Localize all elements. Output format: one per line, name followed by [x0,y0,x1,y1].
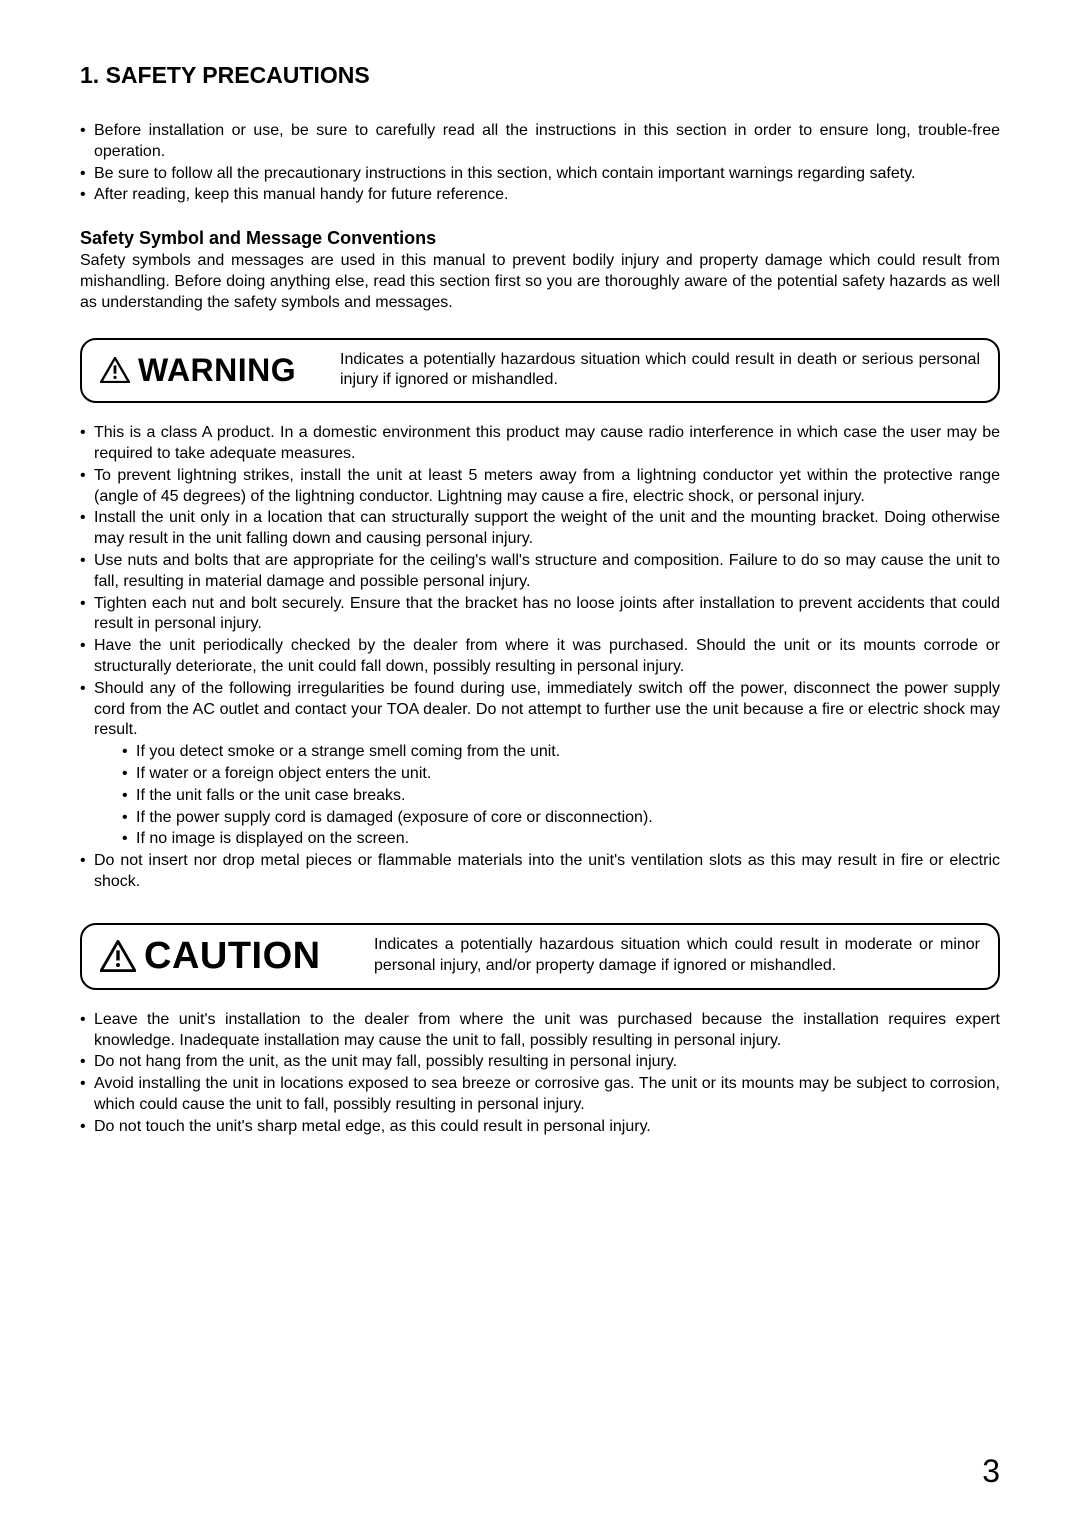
warning-description: Indicates a potentially hazardous situat… [340,350,980,392]
list-item: Do not insert nor drop metal pieces or f… [80,851,1000,893]
list-item: Leave the unit's installation to the dea… [80,1010,1000,1052]
list-item: Do not touch the unit's sharp metal edge… [80,1117,1000,1138]
warning-bullet-list: This is a class A product. In a domestic… [80,423,1000,741]
caution-title: CAUTION [144,935,321,978]
caution-icon [100,940,136,972]
list-item: Do not hang from the unit, as the unit m… [80,1052,1000,1073]
warning-icon [100,357,130,383]
warning-nested-list: If you detect smoke or a strange smell c… [122,742,1000,850]
subsection-paragraph: Safety symbols and messages are used in … [80,251,1000,313]
subsection-heading: Safety Symbol and Message Conventions [80,228,1000,249]
list-item: Install the unit only in a location that… [80,508,1000,550]
list-item: If no image is displayed on the screen. [122,829,1000,850]
list-item: Have the unit periodically checked by th… [80,636,1000,678]
caution-label-group: CAUTION [100,935,356,978]
list-item: Before installation or use, be sure to c… [80,121,1000,163]
caution-bullet-list: Leave the unit's installation to the dea… [80,1010,1000,1138]
intro-bullet-list: Before installation or use, be sure to c… [80,121,1000,206]
list-item: Be sure to follow all the precautionary … [80,164,1000,185]
list-item: This is a class A product. In a domestic… [80,423,1000,465]
list-item: Avoid installing the unit in locations e… [80,1074,1000,1116]
list-item: If you detect smoke or a strange smell c… [122,742,1000,763]
caution-box: CAUTION Indicates a potentially hazardou… [80,923,1000,990]
list-item: If water or a foreign object enters the … [122,764,1000,785]
list-item: After reading, keep this manual handy fo… [80,185,1000,206]
list-item: If the power supply cord is damaged (exp… [122,808,1000,829]
section-heading: 1. SAFETY PRECAUTIONS [80,62,1000,89]
list-item: Should any of the following irregulariti… [80,679,1000,741]
warning-title: WARNING [138,352,296,389]
warning-box: WARNING Indicates a potentially hazardou… [80,338,1000,404]
list-item: Tighten each nut and bolt securely. Ensu… [80,594,1000,636]
warning-bullet-list-after: Do not insert nor drop metal pieces or f… [80,851,1000,893]
list-item: If the unit falls or the unit case break… [122,786,1000,807]
caution-description: Indicates a potentially hazardous situat… [374,935,980,977]
page-number: 3 [982,1453,1000,1490]
list-item: Use nuts and bolts that are appropriate … [80,551,1000,593]
warning-label-group: WARNING [100,352,322,389]
list-item: To prevent lightning strikes, install th… [80,466,1000,508]
